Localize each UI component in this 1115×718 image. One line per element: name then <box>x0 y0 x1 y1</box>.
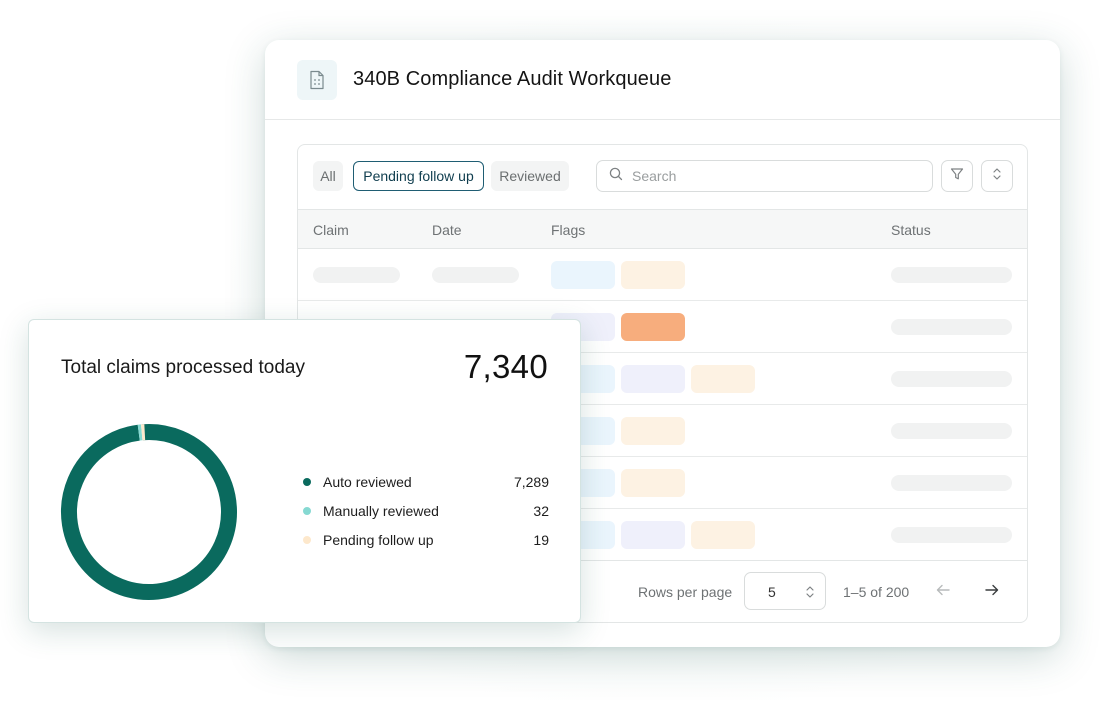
legend-dot <box>303 478 311 486</box>
search-box[interactable] <box>596 160 933 192</box>
legend-label: Pending follow up <box>323 532 434 548</box>
column-header-flags[interactable]: Flags <box>551 222 586 238</box>
column-header-status[interactable]: Status <box>891 222 931 238</box>
filter-chip-all[interactable]: All <box>313 161 343 191</box>
document-icon <box>297 59 337 100</box>
status-placeholder <box>891 423 1012 439</box>
donut-segment-auto-reviewed <box>61 424 237 600</box>
search-icon <box>609 167 623 186</box>
next-page-button[interactable] <box>980 578 1004 602</box>
claims-donut-chart <box>61 424 237 600</box>
claim-placeholder <box>313 267 400 283</box>
chevron-updown-icon <box>806 586 814 598</box>
table-header: Claim Date Flags Status <box>298 209 1027 249</box>
stats-total: 7,340 <box>463 348 548 385</box>
workqueue-header: 340B Compliance Audit Workqueue <box>265 40 1060 120</box>
sort-button[interactable] <box>981 160 1013 192</box>
table-toolbar: All Pending follow up Reviewed <box>298 145 1027 209</box>
flag-badge <box>691 521 755 549</box>
table-row[interactable] <box>298 457 1027 509</box>
legend-value: 7,289 <box>513 474 549 490</box>
table-row[interactable] <box>298 353 1027 405</box>
filter-button[interactable] <box>941 160 973 192</box>
flag-badge <box>621 365 685 393</box>
flag-badge <box>621 261 685 289</box>
status-placeholder <box>891 267 1012 283</box>
flag-badge <box>621 469 685 497</box>
previous-page-button[interactable] <box>931 578 955 602</box>
flag-badge <box>621 313 685 341</box>
claims-table-panel: All Pending follow up Reviewed <box>297 144 1028 623</box>
table-row[interactable] <box>298 249 1027 301</box>
search-input[interactable] <box>632 168 912 184</box>
rows-per-page-value: 5 <box>768 584 776 600</box>
legend-value: 32 <box>533 503 549 519</box>
legend-item-auto-reviewed: Auto reviewed 7,289 <box>303 472 549 492</box>
legend-item-pending-follow-up: Pending follow up 19 <box>303 530 549 550</box>
column-header-date[interactable]: Date <box>432 222 462 238</box>
page-title: 340B Compliance Audit Workqueue <box>353 68 672 90</box>
flag-badge <box>621 521 685 549</box>
pagination-bar: Rows per page 5 1–5 of 200 <box>298 558 1027 622</box>
status-placeholder <box>891 319 1012 335</box>
column-header-claim[interactable]: Claim <box>313 222 349 238</box>
arrow-right-icon <box>985 584 999 596</box>
stats-title: Total claims processed today <box>61 357 305 378</box>
status-placeholder <box>891 527 1012 543</box>
legend-dot <box>303 536 311 544</box>
claims-stats-card: Total claims processed today 7,340 Auto … <box>28 319 581 623</box>
filter-chip-pending-follow-up[interactable]: Pending follow up <box>353 161 484 191</box>
flag-badge <box>621 417 685 445</box>
arrow-left-icon <box>936 584 950 596</box>
legend-item-manually-reviewed: Manually reviewed 32 <box>303 501 549 521</box>
pagination-range: 1–5 of 200 <box>843 584 910 600</box>
flag-badge <box>551 261 615 289</box>
sort-icon <box>991 167 1003 186</box>
legend-label: Auto reviewed <box>323 474 412 490</box>
legend-value: 19 <box>533 532 549 548</box>
rows-per-page-select[interactable]: 5 <box>744 572 826 610</box>
status-placeholder <box>891 371 1012 387</box>
status-placeholder <box>891 475 1012 491</box>
filter-icon <box>950 167 964 186</box>
date-placeholder <box>432 267 519 283</box>
flag-badge <box>691 365 755 393</box>
rows-per-page-label: Rows per page <box>638 584 733 600</box>
filter-chip-reviewed[interactable]: Reviewed <box>491 161 569 191</box>
legend-label: Manually reviewed <box>323 503 439 519</box>
legend-dot <box>303 507 311 515</box>
